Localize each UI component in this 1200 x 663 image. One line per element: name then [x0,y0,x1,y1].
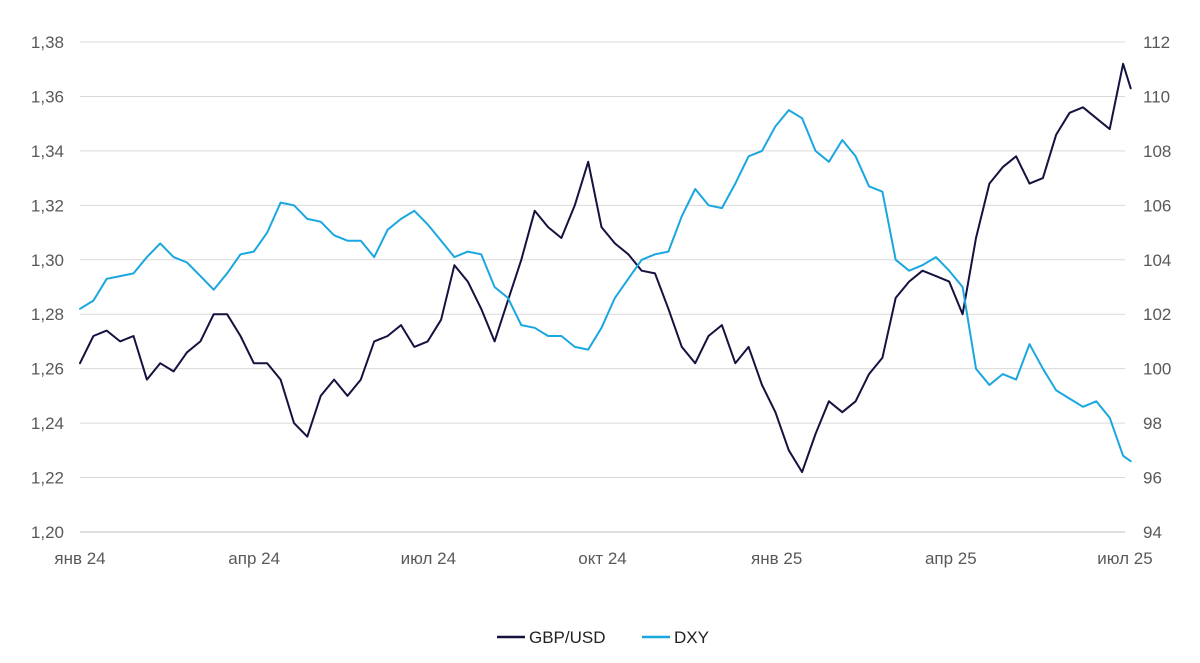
left-tick-label: 1,36 [31,87,64,106]
gridlines [80,41,1125,533]
series-lines [79,62,1132,474]
left-tick-label: 1,38 [31,33,64,52]
x-axis: янв 24 апр 24 июл 24 окт 24 янв 25 апр 25 июл … [54,549,1152,568]
right-tick-label: 104 [1143,251,1171,270]
right-tick-label: 96 [1143,469,1162,488]
x-tick-label: июл 24 [401,549,456,568]
left-tick-label: 1,20 [31,523,64,542]
right-axis: 94 96 98 100 102 104 106 108 110 112 [1143,33,1171,542]
right-tick-label: 102 [1143,305,1171,324]
left-tick-label: 1,22 [31,469,64,488]
x-tick-label: янв 25 [751,549,802,568]
right-tick-label: 108 [1143,142,1171,161]
x-tick-label: янв 24 [54,549,105,568]
legend-label: GBP/USD [529,628,606,647]
left-tick-label: 1,26 [31,360,64,379]
right-tick-label: 106 [1143,196,1171,215]
left-tick-label: 1,32 [31,196,64,215]
right-tick-label: 110 [1143,87,1170,106]
left-tick-label: 1,28 [31,305,64,324]
left-tick-label: 1,34 [31,142,64,161]
x-tick-label: апр 24 [228,549,280,568]
right-tick-label: 100 [1143,360,1171,379]
left-tick-label: 1,30 [31,251,64,270]
legend: GBP/USD DXY [497,628,709,647]
left-axis: 1,20 1,22 1,24 1,26 1,28 1,30 1,32 1,34 1,36 1,38 [31,33,64,542]
legend-item: DXY [642,628,709,647]
x-tick-label: окт 24 [578,549,627,568]
left-tick-label: 1,24 [31,414,64,433]
legend-item: GBP/USD [497,628,606,647]
series-line-gbp-usd [79,62,1132,474]
x-tick-label: апр 25 [925,549,977,568]
legend-label: DXY [674,628,709,647]
right-tick-label: 112 [1143,33,1170,52]
series-line-dxy [79,109,1132,463]
right-tick-label: 94 [1143,523,1162,542]
x-tick-label: июл 25 [1097,549,1152,568]
right-tick-label: 98 [1143,414,1162,433]
